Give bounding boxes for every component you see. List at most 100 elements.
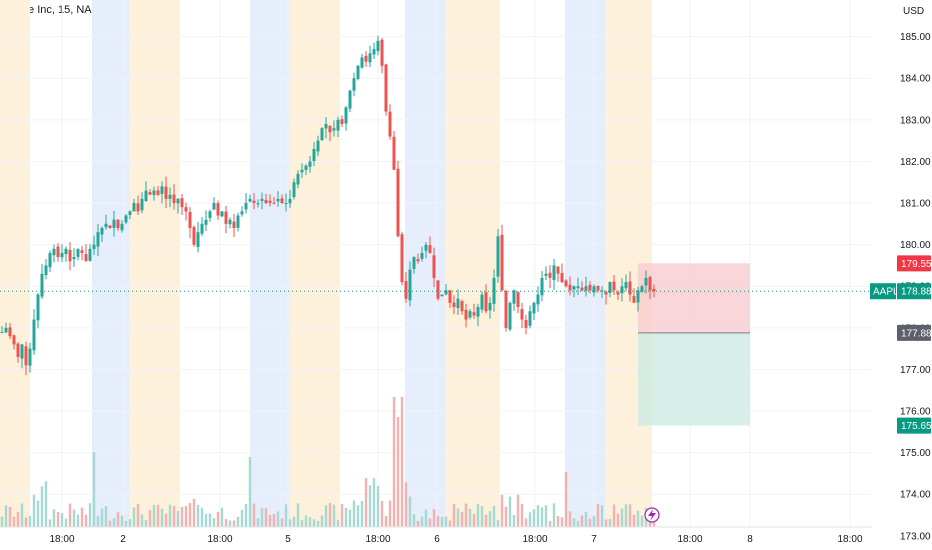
candle-body-146 xyxy=(584,286,588,291)
candle-body-11 xyxy=(44,265,48,276)
volume-bar-23 xyxy=(92,452,96,527)
candle-body-110 xyxy=(440,294,444,297)
volume-bar-135 xyxy=(540,507,544,527)
candle-body-13 xyxy=(52,248,56,256)
candle-body-58 xyxy=(232,221,236,228)
volume-bar-146 xyxy=(584,511,588,527)
candle-body-22 xyxy=(88,248,92,261)
session-band-5 xyxy=(405,0,445,527)
candle-body-147 xyxy=(588,284,592,291)
candle-body-97 xyxy=(388,111,392,137)
candle-body-122 xyxy=(488,302,492,311)
session-shading xyxy=(0,0,652,527)
candle-body-6 xyxy=(24,346,28,366)
candle-body-100 xyxy=(400,234,404,283)
x-tick-label-10: 18:00 xyxy=(837,534,862,545)
candle-body-141 xyxy=(564,280,568,287)
volume-bar-152 xyxy=(608,518,612,527)
candle-body-81 xyxy=(324,124,328,129)
candle-body-5 xyxy=(20,344,24,359)
candle-body-118 xyxy=(472,312,476,316)
y-tick-label-10: 183.00 xyxy=(900,115,931,126)
candle-body-4 xyxy=(16,343,20,357)
candle-body-142 xyxy=(568,284,572,291)
candle-body-148 xyxy=(592,286,596,293)
volume-bar-111 xyxy=(444,516,448,527)
stop-price-label: 179.55 xyxy=(901,259,932,270)
y-tick-label-8: 181.00 xyxy=(900,199,931,210)
volume-bar-131 xyxy=(524,518,528,527)
volume-bar-63 xyxy=(252,503,256,527)
volume-bar-33 xyxy=(132,507,136,527)
volume-bar-71 xyxy=(284,504,288,527)
volume-bar-76 xyxy=(304,515,308,527)
volume-bar-128 xyxy=(512,514,516,527)
candle-body-149 xyxy=(596,285,600,291)
volume-bar-97 xyxy=(388,500,392,527)
volume-bar-45 xyxy=(180,506,184,527)
candle-body-137 xyxy=(548,272,552,278)
candle-body-27 xyxy=(108,225,112,228)
volume-bar-10 xyxy=(40,486,44,527)
y-tick-label-1: 174.00 xyxy=(900,490,931,501)
candle-body-105 xyxy=(420,252,424,259)
candle-body-8 xyxy=(32,319,36,351)
volume-bar-55 xyxy=(220,507,224,527)
volume-bar-130 xyxy=(520,503,524,527)
volume-bars xyxy=(0,397,656,527)
candle-body-39 xyxy=(156,190,160,195)
volume-bar-32 xyxy=(128,519,132,527)
volume-bar-103 xyxy=(412,514,416,527)
candle-body-1 xyxy=(4,327,8,333)
volume-bar-141 xyxy=(564,472,568,527)
take-profit-zone[interactable] xyxy=(638,332,750,426)
candle-body-29 xyxy=(116,219,120,228)
volume-bar-82 xyxy=(328,503,332,527)
volume-bar-120 xyxy=(480,506,484,527)
candle-body-65 xyxy=(260,198,264,201)
candle-body-98 xyxy=(392,136,396,170)
volume-bar-66 xyxy=(264,508,268,527)
candle-body-129 xyxy=(516,292,520,308)
y-tick-label-4: 177.00 xyxy=(900,365,931,376)
volume-bar-105 xyxy=(420,516,424,527)
volume-bar-153 xyxy=(612,504,616,527)
candle-body-126 xyxy=(504,291,508,328)
candle-body-161 xyxy=(644,277,648,286)
x-tick-label-2: 18:00 xyxy=(207,534,232,545)
volume-bar-140 xyxy=(560,517,564,527)
volume-bar-17 xyxy=(68,503,72,527)
volume-bar-19 xyxy=(76,514,80,527)
volume-bar-49 xyxy=(196,504,200,527)
symbol-label: AAPL xyxy=(873,287,899,298)
candle-body-51 xyxy=(204,219,208,225)
volume-bar-16 xyxy=(64,518,68,527)
volume-bar-37 xyxy=(148,510,152,527)
candle-body-26 xyxy=(104,223,108,228)
stop-loss-zone[interactable] xyxy=(638,263,750,333)
volume-bar-4 xyxy=(16,512,20,527)
volume-bar-35 xyxy=(140,514,144,527)
volume-bar-77 xyxy=(308,517,312,527)
volume-bar-60 xyxy=(240,509,244,527)
candle-body-18 xyxy=(72,257,76,260)
candle-body-16 xyxy=(64,248,68,255)
candle-body-77 xyxy=(308,161,312,167)
candle-body-115 xyxy=(460,301,464,312)
volume-bar-43 xyxy=(172,506,176,527)
volume-bar-30 xyxy=(120,515,124,527)
volume-bar-159 xyxy=(636,510,640,527)
candle-body-45 xyxy=(180,198,184,208)
volume-bar-91 xyxy=(364,478,368,527)
volume-bar-115 xyxy=(460,511,464,527)
candle-body-144 xyxy=(576,286,580,289)
session-band-7 xyxy=(565,0,605,527)
candle-body-136 xyxy=(544,273,548,276)
x-tick-label-1: 2 xyxy=(120,534,126,545)
volume-bar-95 xyxy=(380,501,384,527)
entry-price-label: 177.88 xyxy=(901,328,932,339)
volume-bar-90 xyxy=(360,501,364,527)
y-tick-label-12: 185.00 xyxy=(900,32,931,43)
candle-body-117 xyxy=(468,311,472,318)
